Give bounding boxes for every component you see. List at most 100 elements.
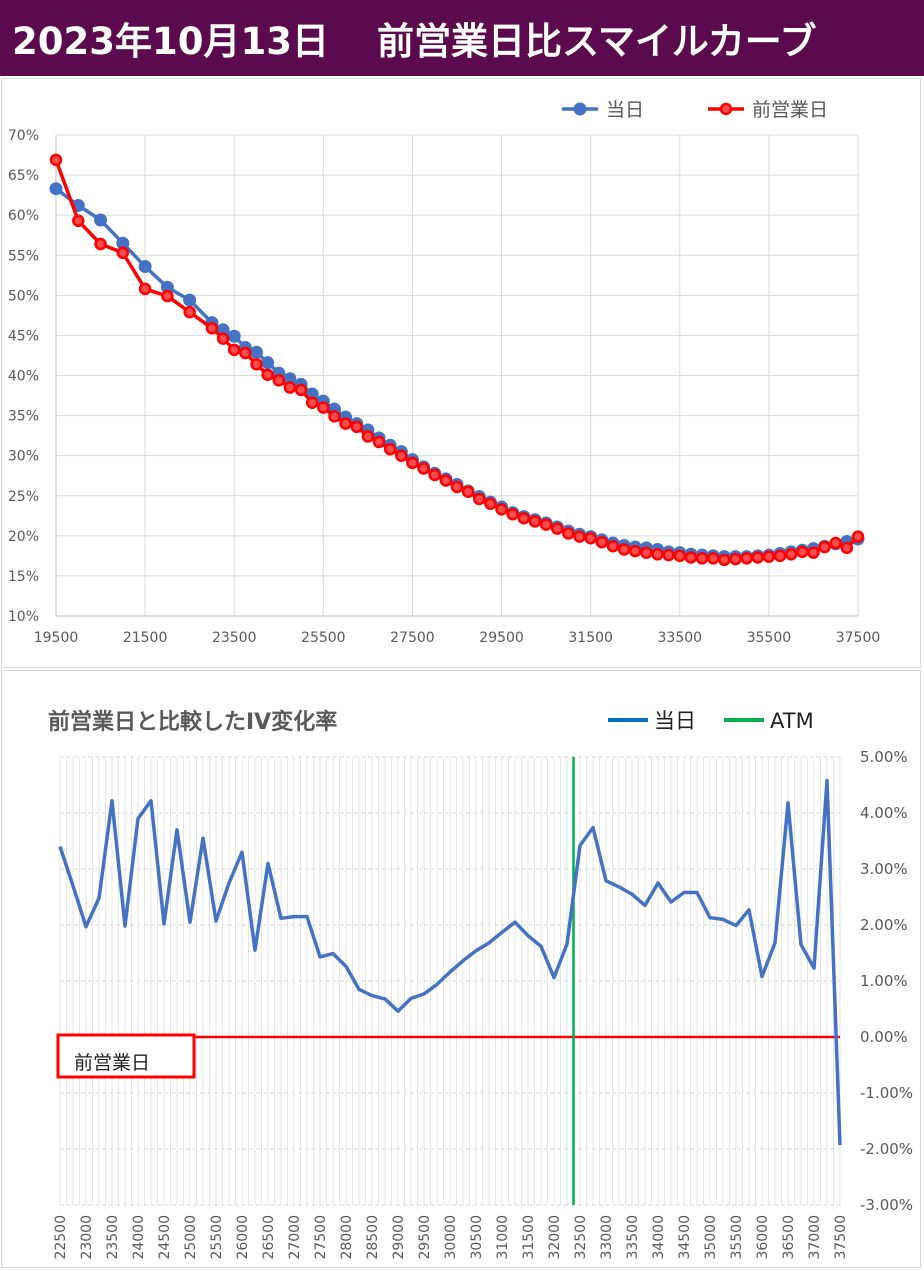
y-tick-label: 45%: [8, 328, 39, 344]
data-point-prev-day: [606, 540, 620, 553]
y-tick-label: 0.00%: [860, 1028, 908, 1046]
data-point-prev-day: [239, 346, 252, 360]
data-point-today: [250, 345, 263, 359]
data-point-prev-day: [183, 305, 196, 319]
x-tick-label: 25500: [209, 1215, 225, 1260]
x-tick-label: 25500: [301, 630, 346, 646]
x-tick-label: 31500: [568, 630, 613, 646]
data-point-prev-day: [784, 548, 798, 561]
x-tick-label: 32500: [573, 1215, 589, 1260]
y-tick-label: 30%: [8, 449, 39, 465]
x-tick-label: 30000: [443, 1215, 459, 1260]
x-tick-label: 25000: [183, 1215, 199, 1260]
data-point-prev-day: [205, 321, 219, 335]
data-point-today: [94, 213, 108, 227]
data-point-prev-day: [439, 474, 453, 487]
data-point-prev-day: [283, 381, 297, 394]
legend-label: 当日: [606, 99, 644, 121]
data-point-prev-day: [840, 541, 854, 555]
data-point-prev-day: [729, 552, 742, 566]
data-point-prev-day: [551, 522, 564, 535]
data-point-prev-day: [662, 548, 675, 562]
iv-change-chart: 前営業日と比較したIV変化率 5.00% 4.00% 3.00% 2.00% 1.00% 0…: [48, 709, 913, 1260]
data-point-prev-day: [294, 383, 308, 397]
data-point-prev-day: [851, 530, 865, 543]
x-tick-label: 22500: [53, 1215, 69, 1260]
x-tick-label: 28500: [365, 1215, 381, 1260]
data-point-prev-day: [684, 551, 698, 564]
data-point-prev-day: [673, 549, 687, 563]
data-point-prev-day: [49, 153, 63, 167]
data-point-today: [138, 259, 152, 273]
x-tick-label: 26000: [235, 1215, 251, 1260]
data-point-prev-day: [796, 545, 809, 559]
x-tick-label: 23000: [79, 1215, 95, 1260]
data-point-prev-day: [718, 553, 731, 567]
data-point-prev-day: [562, 527, 575, 540]
data-point-prev-day: [72, 214, 85, 228]
y-tick-label: 50%: [8, 288, 39, 304]
legend-marker: [719, 102, 733, 116]
y-tick-label: 40%: [8, 369, 39, 385]
data-point-today: [183, 293, 197, 307]
data-point-today: [261, 356, 275, 370]
y-tick-label: 5.00%: [860, 748, 908, 766]
legend-label: ATM: [770, 709, 814, 733]
baseline-label-box: [56, 1033, 196, 1079]
x-tick-label: 37500: [833, 1215, 849, 1260]
data-point-prev-day: [584, 531, 597, 545]
data-point-prev-day: [628, 544, 642, 558]
x-tick-label: 27000: [287, 1215, 303, 1260]
x-tick-label: 23500: [212, 630, 257, 646]
y-tick-label: 35%: [8, 409, 39, 425]
data-point-prev-day: [261, 368, 274, 381]
x-tick-label: 35500: [729, 1215, 745, 1260]
data-point-prev-day: [406, 456, 419, 470]
data-point-prev-day: [250, 358, 263, 371]
y-tick-label: 3.00%: [860, 860, 908, 878]
y-tick-label: 20%: [8, 529, 39, 545]
x-tick-label: 28000: [339, 1215, 355, 1260]
x-tick-label: 35000: [703, 1215, 719, 1260]
y-tick-label: 55%: [8, 248, 39, 264]
data-point-prev-day: [762, 550, 776, 563]
x-tick-label: 33000: [599, 1215, 615, 1260]
smile-curve-panel: 70% 65% 60% 55% 50% 45% 40% 35% 30% 25% 20% 15% 10% 1…: [1, 78, 921, 668]
title-banner: 2023年10月13日 前営業日比スマイルカーブ: [0, 0, 924, 76]
data-point-prev-day: [595, 535, 609, 549]
data-point-prev-day: [428, 468, 441, 482]
x-tick-label: 21500: [123, 630, 168, 646]
data-point-prev-day: [573, 530, 586, 543]
x-tick-label: 30500: [469, 1215, 485, 1260]
x-tick-label: 36000: [755, 1215, 771, 1260]
x-tick-label: 26500: [261, 1215, 277, 1260]
data-point-prev-day: [328, 410, 341, 423]
x-tick-label: 37500: [836, 630, 881, 646]
data-point-prev-day: [317, 401, 330, 414]
legend-label: 当日: [654, 709, 696, 733]
iv-change-panel: 前営業日と比較したIV変化率 5.00% 4.00% 3.00% 2.00% 1.00% 0…: [1, 670, 921, 1268]
x-tick-label: 24500: [157, 1215, 173, 1260]
data-point-prev-day: [807, 546, 820, 559]
y-tick-label: 70%: [8, 128, 39, 144]
smile-curve-chart: 70% 65% 60% 55% 50% 45% 40% 35% 30% 25% 20% 15% 10% 1…: [8, 99, 881, 646]
data-point-prev-day: [740, 552, 753, 565]
series-line-today: [58, 778, 842, 1146]
x-tick-label: 23500: [105, 1215, 121, 1260]
y-tick-label: 60%: [8, 208, 39, 224]
data-point-today: [216, 323, 230, 337]
date-label: 2023年10月13日: [12, 20, 329, 63]
x-tick-label: 19500: [34, 630, 79, 646]
y-tick-label: -1.00%: [860, 1084, 913, 1102]
data-point-prev-day: [395, 449, 408, 462]
data-point-today: [49, 182, 63, 196]
series-line-today: [54, 187, 859, 559]
baseline-label: 前営業日: [74, 1052, 150, 1074]
data-point-prev-day: [272, 374, 286, 387]
x-tick-label: 36500: [781, 1215, 797, 1260]
data-point-today: [116, 236, 130, 250]
chart-title: 前営業日と比較したIV変化率: [48, 709, 337, 735]
x-tick-label: 24000: [131, 1215, 147, 1260]
data-point-prev-day: [305, 396, 319, 410]
x-tick-label: 29500: [417, 1215, 433, 1260]
